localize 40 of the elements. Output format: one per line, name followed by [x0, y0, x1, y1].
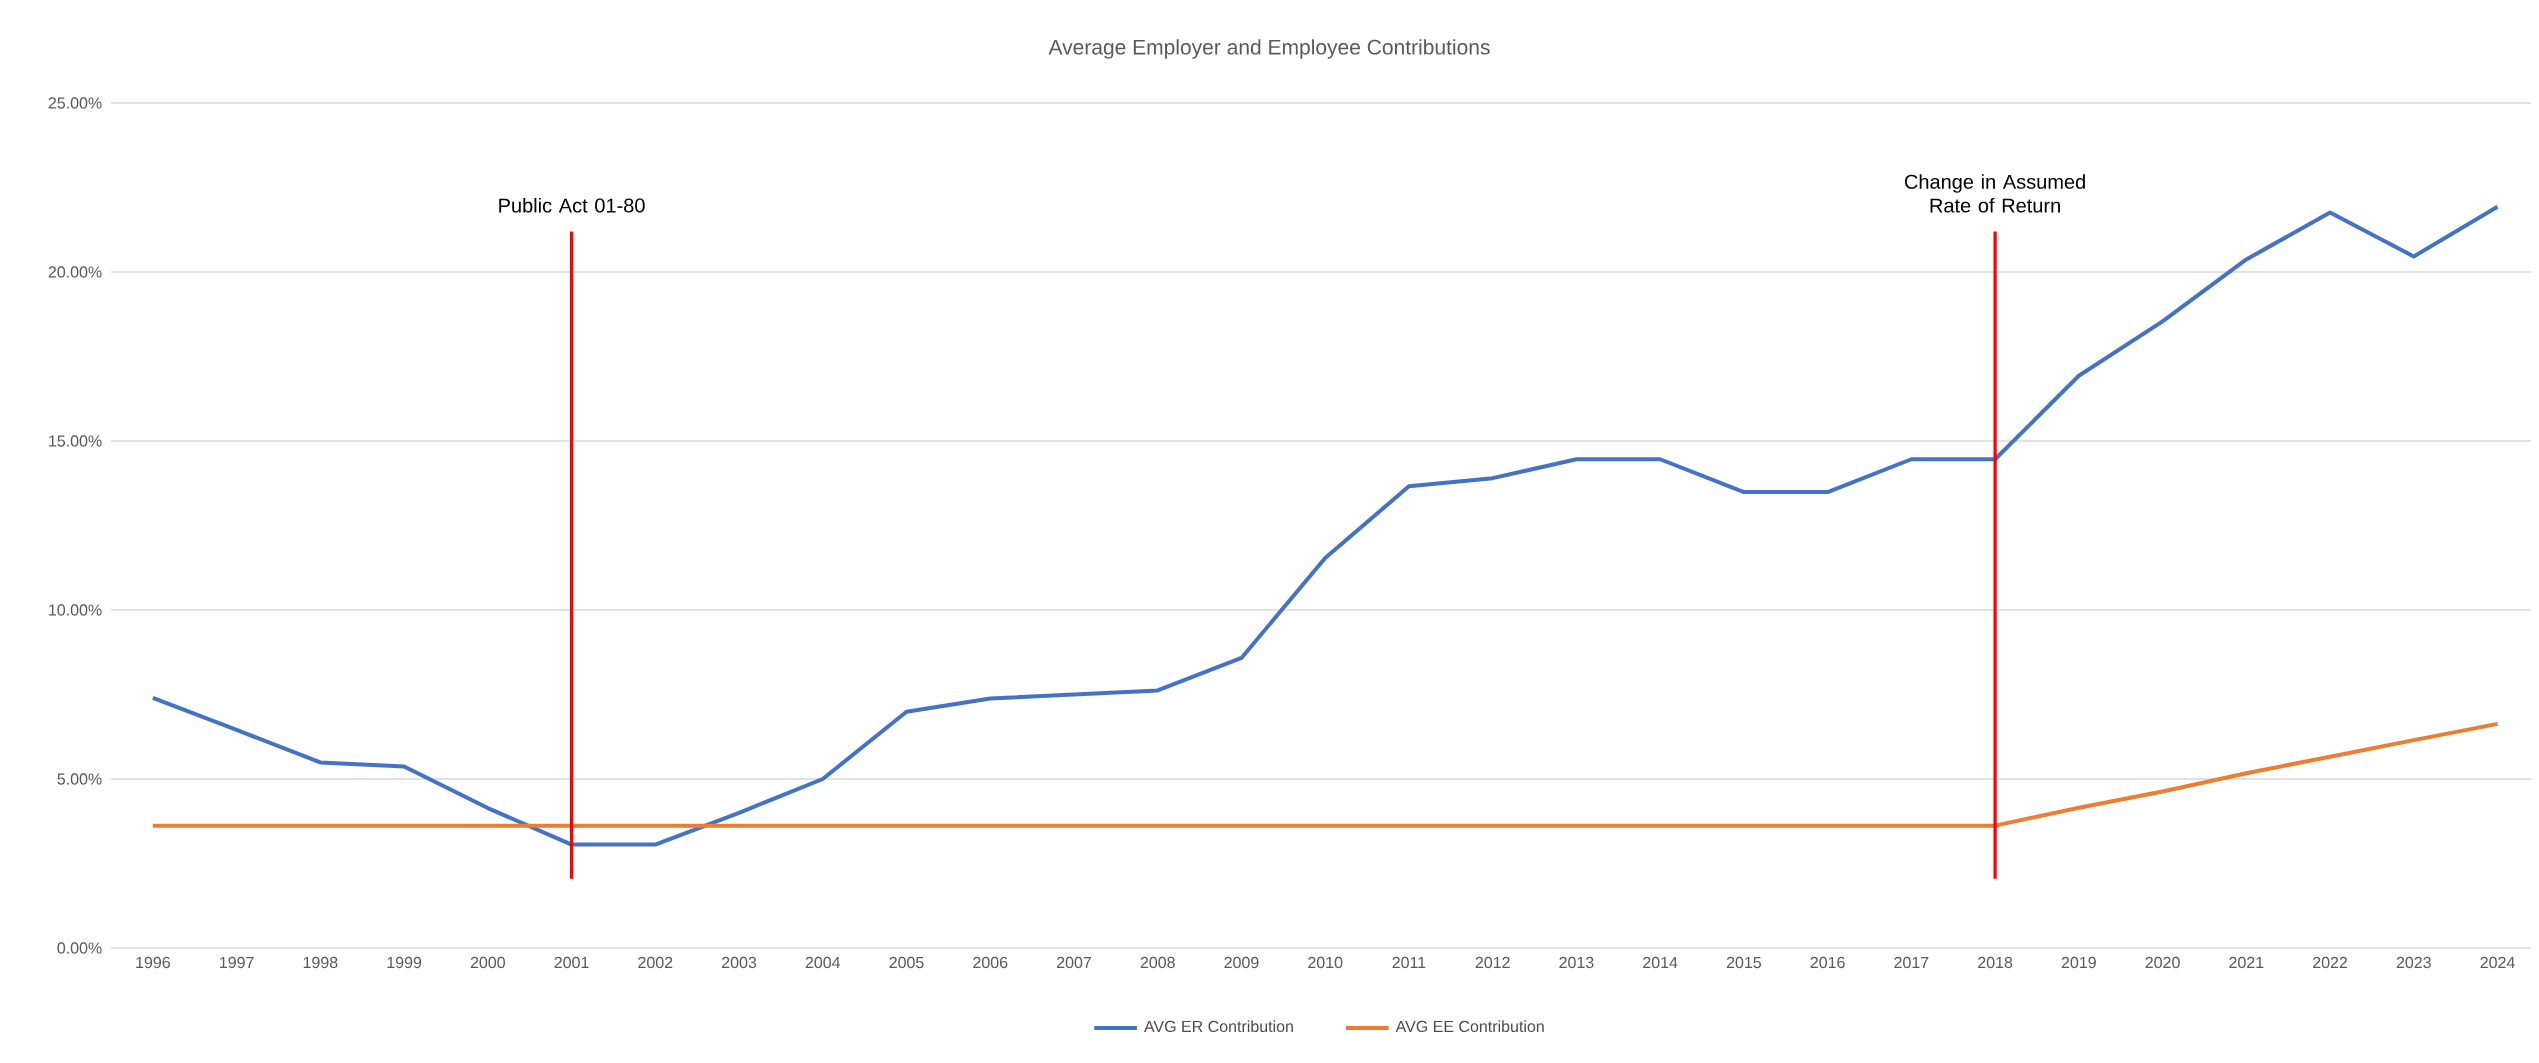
x-tick-label: 2012	[1475, 956, 1510, 969]
x-tick-label: 2021	[2229, 956, 2264, 969]
x-tick-label: 2022	[2313, 956, 2348, 969]
x-tick-label: 2017	[1894, 956, 1929, 969]
x-tick-label: 2005	[889, 956, 924, 969]
y-tick-label: 25.00%	[48, 97, 102, 109]
ref-line-label: Public Act 01-80	[499, 197, 645, 213]
x-tick-label: 2020	[2145, 956, 2180, 969]
x-tick-label: 2019	[2061, 956, 2096, 969]
x-tick-label: 2004	[805, 956, 841, 969]
y-tick-label: 10.00%	[49, 604, 102, 616]
y-tick-label: 5.00%	[57, 773, 102, 785]
x-tick-label: 1996	[136, 956, 170, 969]
x-tick-label: 2010	[1308, 956, 1343, 969]
x-tick-label: 2015	[1726, 956, 1762, 969]
x-tick-label: 2009	[1224, 956, 1259, 969]
x-tick-label: 2014	[1643, 956, 1678, 969]
x-tick-label: 2006	[973, 956, 1008, 969]
x-tick-label: 1998	[303, 956, 338, 969]
x-tick-label: 2018	[1978, 956, 2013, 969]
legend-label: AVG ER Contribution	[1144, 1020, 1293, 1033]
x-tick-label: 2002	[638, 956, 673, 969]
x-tick-label: 2024	[2480, 956, 2515, 969]
chart-title: Average Employer and Employee Contributions	[1048, 39, 1490, 59]
x-tick-label: 2011	[1392, 956, 1426, 969]
x-tick-label: 2003	[722, 956, 757, 969]
x-tick-label: 1999	[387, 956, 422, 969]
x-tick-label: 2001	[554, 956, 589, 969]
x-tick-label: 2007	[1057, 956, 1091, 969]
x-tick-label: 2000	[470, 956, 505, 969]
x-tick-label: 2016	[1810, 956, 1845, 969]
x-tick-label: 2008	[1140, 956, 1175, 969]
y-tick-label: 20.00%	[48, 266, 102, 278]
legend-label: AVG EE Contribution	[1395, 1020, 1544, 1033]
y-tick-label: 15.00%	[49, 435, 102, 447]
y-tick-label: 0.00%	[57, 942, 102, 954]
x-tick-label: 2023	[2396, 956, 2431, 969]
x-tick-label: 2013	[1559, 956, 1594, 969]
x-tick-label: 1997	[220, 956, 254, 969]
ref-line-label: Change in Assumed Rate of Return	[1904, 174, 2085, 213]
